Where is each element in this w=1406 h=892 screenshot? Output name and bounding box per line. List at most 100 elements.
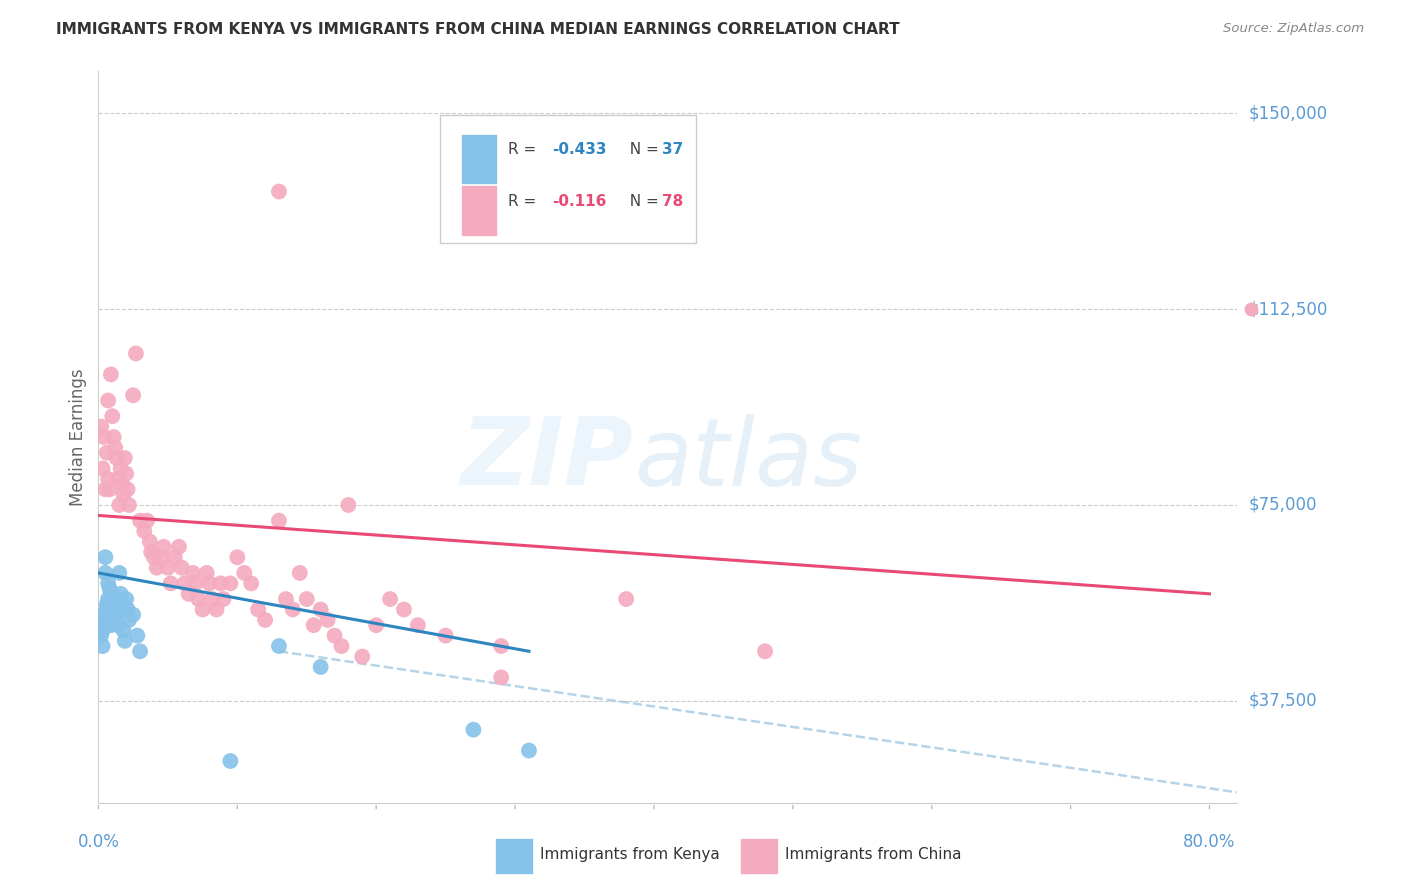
Point xyxy=(226,550,249,565)
Point xyxy=(181,566,204,580)
Point xyxy=(281,602,304,616)
Point xyxy=(97,393,120,408)
Point xyxy=(330,639,353,653)
Point xyxy=(167,540,190,554)
Point xyxy=(156,560,179,574)
Point xyxy=(125,346,148,360)
Point xyxy=(352,649,374,664)
Text: Immigrants from Kenya: Immigrants from Kenya xyxy=(540,847,720,862)
Point xyxy=(122,607,145,622)
FancyBboxPatch shape xyxy=(461,186,498,235)
Point xyxy=(302,618,325,632)
Point xyxy=(96,602,118,616)
Text: 0.0%: 0.0% xyxy=(77,833,120,851)
Point xyxy=(141,545,163,559)
Point xyxy=(93,430,115,444)
Point xyxy=(98,483,121,497)
Point xyxy=(201,592,224,607)
Point xyxy=(91,624,114,638)
Point xyxy=(219,576,242,591)
Text: IMMIGRANTS FROM KENYA VS IMMIGRANTS FROM CHINA MEDIAN EARNINGS CORRELATION CHART: IMMIGRANTS FROM KENYA VS IMMIGRANTS FROM… xyxy=(56,22,900,37)
Point xyxy=(107,618,129,632)
FancyBboxPatch shape xyxy=(495,838,533,874)
Point xyxy=(177,587,200,601)
Point xyxy=(163,550,186,565)
Point xyxy=(94,483,117,497)
Point xyxy=(295,592,318,607)
FancyBboxPatch shape xyxy=(740,838,779,874)
Point xyxy=(240,576,263,591)
Point xyxy=(152,540,174,554)
Point xyxy=(139,534,162,549)
FancyBboxPatch shape xyxy=(461,134,498,185)
Point xyxy=(117,602,139,616)
Point xyxy=(247,602,270,616)
Point xyxy=(145,560,167,574)
Point xyxy=(100,618,122,632)
Text: Source: ZipAtlas.com: Source: ZipAtlas.com xyxy=(1223,22,1364,36)
Point xyxy=(754,644,776,658)
Point xyxy=(104,441,127,455)
Point xyxy=(107,472,129,486)
Point xyxy=(191,602,214,616)
Text: $112,500: $112,500 xyxy=(1249,300,1327,318)
Text: R =: R = xyxy=(509,194,547,209)
Text: ZIP: ZIP xyxy=(461,413,634,505)
Point xyxy=(108,498,131,512)
Point xyxy=(101,587,124,601)
Point xyxy=(118,613,141,627)
Point xyxy=(100,597,122,611)
Point xyxy=(91,461,114,475)
Point xyxy=(103,430,125,444)
Point xyxy=(97,576,120,591)
Point xyxy=(288,566,311,580)
Point xyxy=(127,629,149,643)
Text: $75,000: $75,000 xyxy=(1249,496,1317,514)
Point xyxy=(274,592,297,607)
Text: 37: 37 xyxy=(662,142,683,157)
Point xyxy=(122,388,145,402)
Point xyxy=(111,477,134,491)
Point xyxy=(366,618,388,632)
Point xyxy=(463,723,485,737)
Point xyxy=(115,592,138,607)
Point xyxy=(267,185,290,199)
Point xyxy=(93,607,115,622)
Point xyxy=(159,576,181,591)
Point xyxy=(94,550,117,565)
Point xyxy=(105,450,128,465)
Point xyxy=(114,450,136,465)
Point xyxy=(267,514,290,528)
Y-axis label: Median Earnings: Median Earnings xyxy=(69,368,87,506)
Point xyxy=(129,644,152,658)
Text: N =: N = xyxy=(620,142,664,157)
Point xyxy=(118,498,141,512)
Point xyxy=(94,566,117,580)
Point xyxy=(100,368,122,382)
Point xyxy=(110,461,132,475)
Point xyxy=(337,498,360,512)
Text: R =: R = xyxy=(509,142,541,157)
Point xyxy=(112,487,135,501)
Text: $37,500: $37,500 xyxy=(1249,692,1317,710)
Point xyxy=(104,613,127,627)
Point xyxy=(195,566,218,580)
Point xyxy=(233,566,256,580)
Point xyxy=(254,613,277,627)
Point xyxy=(205,602,228,616)
Point xyxy=(309,602,332,616)
Point xyxy=(309,660,332,674)
Point xyxy=(209,576,232,591)
Text: 80.0%: 80.0% xyxy=(1184,833,1236,851)
Point xyxy=(614,592,637,607)
Point xyxy=(98,582,121,596)
Point xyxy=(93,613,115,627)
Point xyxy=(136,514,159,528)
Point xyxy=(108,566,131,580)
Text: Immigrants from China: Immigrants from China xyxy=(785,847,962,862)
Point xyxy=(173,576,195,591)
Point xyxy=(96,597,118,611)
Point xyxy=(149,550,172,565)
Point xyxy=(406,618,429,632)
Point xyxy=(112,624,135,638)
